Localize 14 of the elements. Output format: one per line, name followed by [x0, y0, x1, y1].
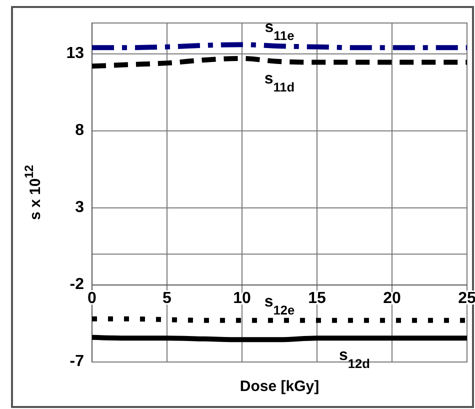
- x-tick-label: 15: [308, 290, 326, 307]
- series-label: s$_{11d}$: [264, 70, 295, 94]
- x-tick-label: 10: [233, 290, 251, 307]
- x-tick-label: 5: [162, 290, 172, 307]
- y-tick-label: 8: [75, 122, 84, 140]
- series-label: s$_{12e}$: [264, 293, 295, 317]
- x-tick-label: 20: [383, 290, 401, 307]
- y-tick-label: -2: [70, 276, 84, 294]
- series-label: s$_{12d}$: [339, 347, 370, 371]
- y-tick-label: 3: [75, 199, 84, 216]
- x-axis-title: Dose [kGy]: [240, 378, 320, 395]
- y-tick-label: 13: [66, 45, 84, 62]
- series-label: s$_{11e}$: [264, 19, 294, 43]
- y-tick-label: -7: [70, 353, 84, 370]
